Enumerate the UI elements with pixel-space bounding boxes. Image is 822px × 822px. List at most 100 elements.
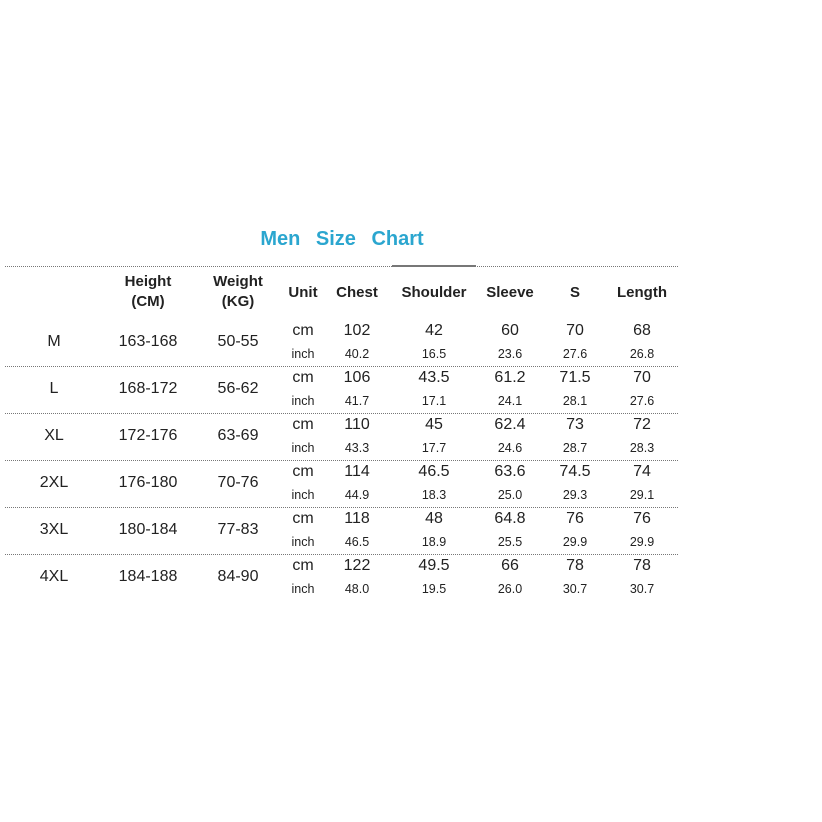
cm-value: 62.4: [494, 416, 526, 433]
cm-value: 114: [344, 463, 370, 480]
inch-value: 48.0: [344, 582, 370, 596]
inch-value: 44.9: [344, 488, 370, 502]
cm-value: 43.5: [418, 369, 450, 386]
size-label: 3XL: [39, 521, 69, 538]
inch-value: 24.6: [497, 441, 523, 455]
header-top-rule: [5, 266, 678, 267]
inch-value: 29.9: [629, 535, 655, 549]
inch-value: 18.3: [421, 488, 447, 502]
inch-value: 28.7: [562, 441, 588, 455]
cm-value: 45: [425, 416, 443, 433]
unit-cm: cm: [292, 463, 314, 480]
inch-value: 23.6: [497, 347, 523, 361]
cm-value: 60: [501, 322, 519, 339]
height-range: 180-184: [118, 521, 178, 538]
row-divider: [5, 554, 678, 555]
inch-value: 17.1: [421, 394, 447, 408]
size-label: L: [49, 380, 59, 397]
column-header: Weight (KG): [213, 273, 263, 310]
weight-range: 50-55: [217, 333, 259, 350]
row-divider: [5, 507, 678, 508]
inch-value: 41.7: [344, 394, 370, 408]
weight-range: 70-76: [217, 474, 259, 491]
unit-cm: cm: [292, 369, 314, 386]
weight-range: 63-69: [217, 427, 259, 444]
inch-value: 17.7: [421, 441, 447, 455]
cm-value: 122: [343, 557, 371, 574]
unit-inch: inch: [291, 535, 315, 549]
inch-value: 19.5: [421, 582, 447, 596]
cm-value: 70: [566, 322, 584, 339]
cm-value: 76: [633, 510, 651, 527]
cm-value: 74.5: [559, 463, 591, 480]
inch-value: 40.2: [344, 347, 370, 361]
column-header: Shoulder: [401, 284, 467, 301]
weight-range: 77-83: [217, 521, 259, 538]
unit-inch: inch: [291, 441, 315, 455]
inch-value: 26.8: [629, 347, 655, 361]
weight-range: 84-90: [217, 568, 259, 585]
inch-value: 27.6: [562, 347, 588, 361]
size-label: XL: [44, 427, 64, 444]
inch-value: 28.3: [629, 441, 655, 455]
inch-value: 26.0: [497, 582, 523, 596]
size-label: 4XL: [39, 568, 69, 585]
cm-value: 106: [343, 369, 371, 386]
inch-value: 18.9: [421, 535, 447, 549]
unit-inch: inch: [291, 582, 315, 596]
row-divider: [5, 460, 678, 461]
cm-value: 118: [344, 510, 370, 527]
inch-value: 29.1: [629, 488, 655, 502]
inch-value: 25.5: [497, 535, 523, 549]
cm-value: 63.6: [494, 463, 526, 480]
unit-cm: cm: [292, 322, 314, 339]
cm-value: 66: [501, 557, 519, 574]
inch-value: 27.6: [629, 394, 655, 408]
height-range: 163-168: [118, 333, 178, 350]
weight-range: 56-62: [217, 380, 259, 397]
cm-value: 70: [633, 369, 651, 386]
inch-value: 29.9: [562, 535, 588, 549]
cm-value: 78: [633, 557, 651, 574]
inch-value: 16.5: [421, 347, 447, 361]
height-range: 168-172: [118, 380, 178, 397]
inch-value: 29.3: [562, 488, 588, 502]
cm-value: 61.2: [494, 369, 526, 386]
cm-value: 74: [633, 463, 651, 480]
cm-value: 110: [344, 416, 370, 433]
cm-value: 76: [566, 510, 584, 527]
row-divider: [5, 366, 678, 367]
inch-value: 30.7: [562, 582, 588, 596]
unit-inch: inch: [291, 488, 315, 502]
column-header: Chest: [336, 284, 378, 301]
cm-value: 49.5: [418, 557, 450, 574]
unit-cm: cm: [292, 510, 314, 527]
inch-value: 43.3: [344, 441, 370, 455]
height-range: 172-176: [118, 427, 178, 444]
header-accent-rule: [392, 265, 476, 267]
cm-value: 102: [343, 322, 371, 339]
size-label: M: [47, 333, 61, 350]
cm-value: 46.5: [418, 463, 450, 480]
inch-value: 28.1: [562, 394, 588, 408]
size-label: 2XL: [39, 474, 69, 491]
unit-cm: cm: [292, 416, 314, 433]
cm-value: 68: [633, 322, 651, 339]
column-header: Unit: [288, 284, 318, 301]
height-range: 184-188: [118, 568, 178, 585]
inch-value: 46.5: [344, 535, 370, 549]
inch-value: 24.1: [497, 394, 523, 408]
unit-cm: cm: [292, 557, 314, 574]
column-header: Height (CM): [124, 273, 172, 310]
cm-value: 72: [633, 416, 651, 433]
cm-value: 64.8: [494, 510, 526, 527]
cm-value: 73: [566, 416, 584, 433]
cm-value: 48: [425, 510, 443, 527]
row-divider: [5, 413, 678, 414]
cm-value: 78: [566, 557, 584, 574]
cm-value: 71.5: [559, 369, 591, 386]
column-header: S: [569, 284, 581, 301]
unit-inch: inch: [291, 394, 315, 408]
column-header: Sleeve: [486, 284, 534, 301]
inch-value: 25.0: [497, 488, 523, 502]
